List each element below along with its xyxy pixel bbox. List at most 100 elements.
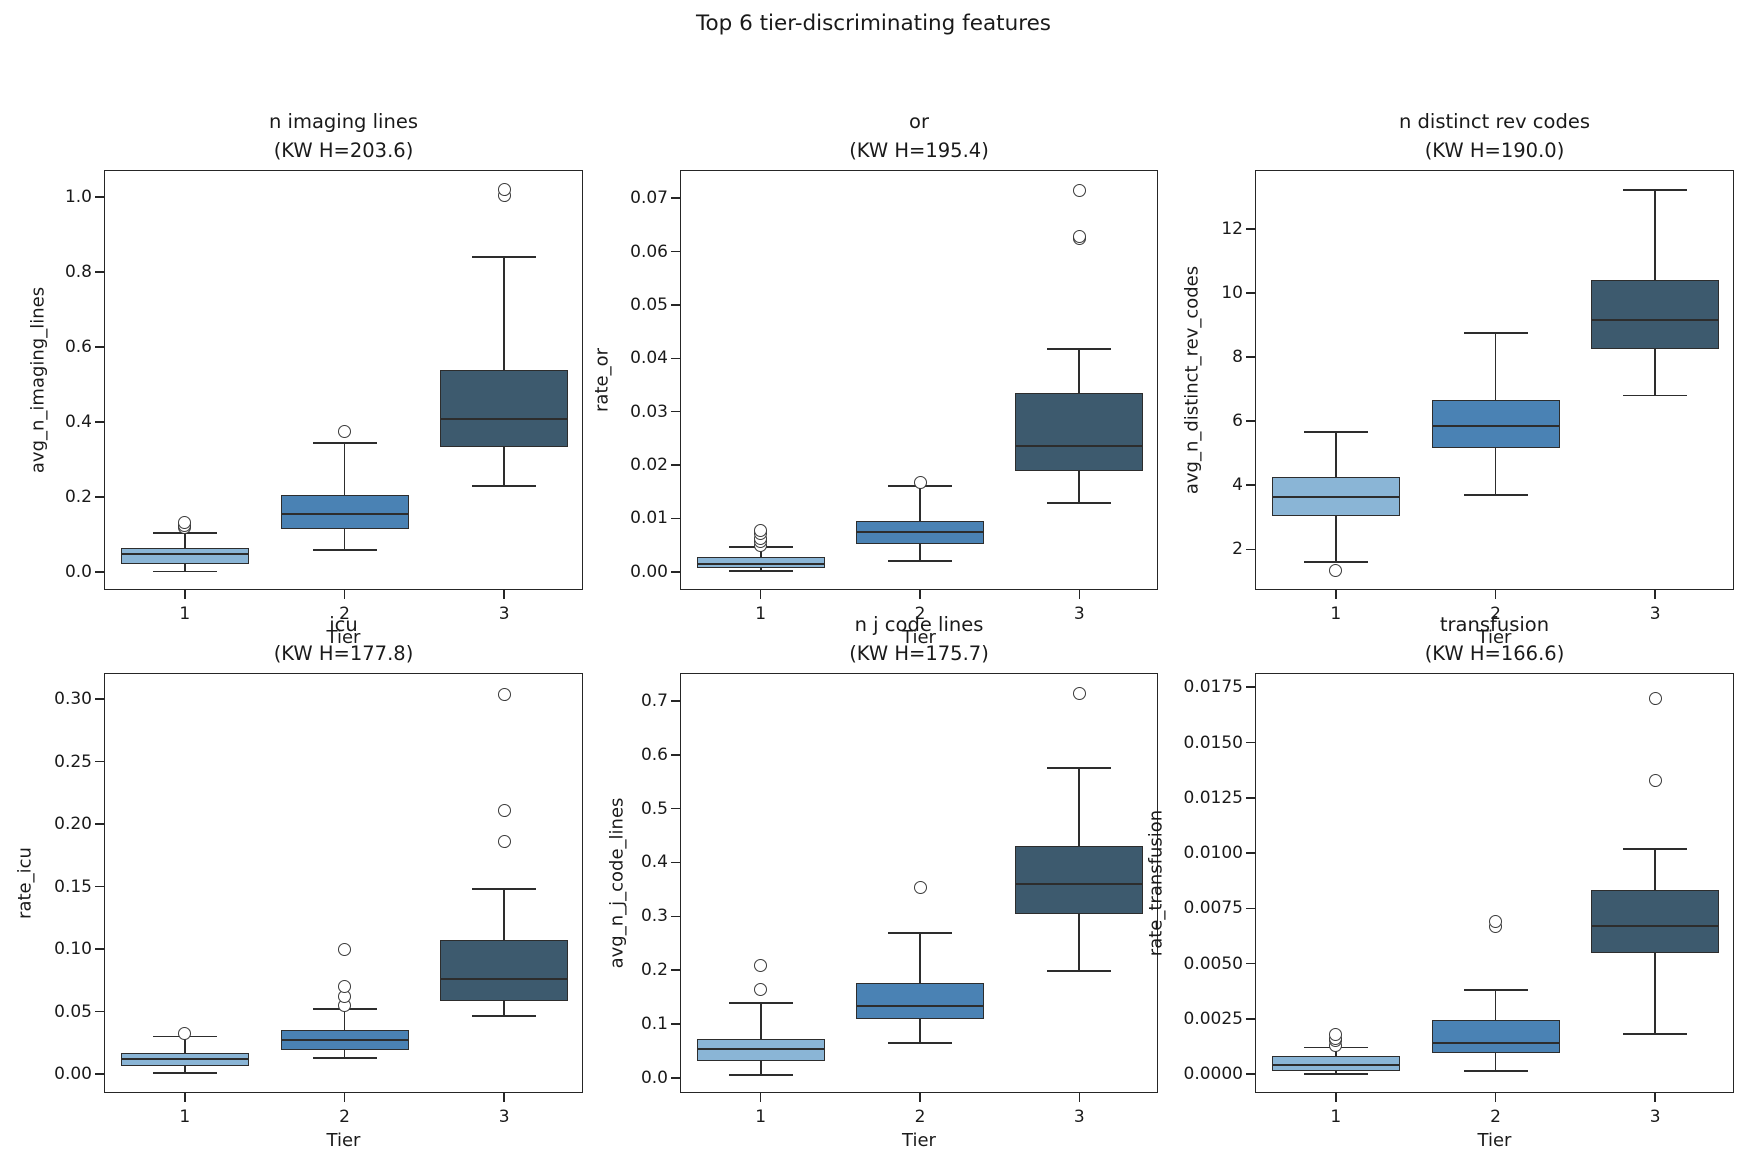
upper-whisker — [919, 933, 921, 984]
lower-whisker — [1654, 953, 1657, 1035]
y-tick-label: 0.03 — [630, 401, 668, 422]
x-tick-mark — [1494, 589, 1497, 599]
outlier-point — [1648, 773, 1662, 787]
lower-whisker — [1078, 470, 1081, 503]
y-tick-mark — [1245, 686, 1255, 689]
x-tick-label: 1 — [179, 604, 191, 624]
upper-whisker-cap — [472, 888, 537, 890]
median-line — [1591, 319, 1720, 322]
upper-whisker — [1494, 332, 1497, 401]
box — [1591, 889, 1720, 954]
y-tick-mark — [670, 861, 680, 864]
y-tick-mark — [94, 1010, 104, 1013]
x-tick-mark — [919, 1092, 921, 1102]
y-tick-label: 0.0150 — [1183, 732, 1243, 753]
lower-whisker — [183, 1065, 186, 1073]
y-tick-label: 0.04 — [630, 348, 668, 369]
y-tick-label: 0.02 — [630, 455, 668, 476]
x-tick-mark — [759, 1092, 762, 1102]
lower-whisker — [919, 544, 921, 562]
upper-whisker — [343, 1008, 346, 1031]
y-tick-label: 0.0100 — [1183, 843, 1243, 864]
y-tick-mark — [1245, 962, 1255, 965]
box — [1015, 393, 1144, 471]
x-tick-mark — [1654, 589, 1656, 599]
x-tick-label: 2 — [1490, 604, 1501, 624]
y-tick-label: 0.05 — [630, 294, 668, 315]
y-tick-label: 4 — [1232, 475, 1243, 496]
y-tick-mark — [670, 304, 680, 306]
outlier-point — [497, 803, 511, 817]
x-tick-label: 2 — [339, 604, 350, 624]
y-tick-label: 0.2 — [64, 487, 92, 508]
upper-whisker-cap — [728, 1002, 793, 1004]
median-line — [280, 513, 409, 516]
outlier-point — [1648, 691, 1662, 705]
y-tick-mark — [1245, 796, 1255, 799]
y-tick-label: 0.01 — [630, 508, 668, 529]
axes-panel: 0.0000 0.0025 0.0050 0.0075 0.0100 0.0125 0.01… — [1184, 673, 1734, 1127]
upper-whisker — [1078, 349, 1081, 393]
y-tick-mark — [670, 1023, 680, 1025]
subplot-title-line2: (KW H=190.0) — [1424, 139, 1565, 162]
subplot-title: or (KW H=195.4) — [680, 107, 1158, 165]
lower-whisker-cap — [312, 1056, 377, 1059]
upper-whisker — [759, 546, 762, 558]
outlier-point — [913, 475, 927, 489]
upper-whisker-cap — [312, 441, 377, 444]
x-tick-mark — [343, 589, 346, 599]
axes-panel: 0.0 0.2 0.4 0.6 0.8 1.0 1 2 3 — [65, 170, 583, 624]
y-tick-label: 0.0050 — [1183, 953, 1243, 974]
y-tick-mark — [94, 885, 104, 888]
x-axis-label: Tier — [1477, 1130, 1512, 1151]
y-tick-label: 0.05 — [54, 1001, 92, 1022]
median-line — [440, 978, 569, 981]
y-tick-label: 0.07 — [630, 188, 668, 209]
upper-whisker — [343, 442, 346, 495]
y-tick-mark — [670, 1077, 680, 1079]
y-tick-mark — [1245, 741, 1255, 744]
upper-whisker — [1334, 1047, 1337, 1057]
median-line — [1271, 1064, 1400, 1067]
x-tick-mark — [1335, 589, 1337, 599]
outlier-point — [1072, 687, 1086, 701]
x-tick-mark — [1654, 1092, 1656, 1102]
y-tick-mark — [94, 698, 104, 700]
x-tick-label: 3 — [498, 1107, 510, 1127]
subplot-title-line1: n distinct rev codes — [1398, 110, 1590, 133]
axes-panel: 0.0 0.1 0.2 0.3 0.4 0.5 0.6 0.7 1 2 3 — [641, 673, 1158, 1127]
median-line — [1591, 925, 1720, 927]
y-tick-mark — [670, 700, 680, 702]
lower-whisker — [1078, 914, 1081, 972]
lower-whisker-cap — [472, 485, 537, 487]
upper-whisker — [1654, 848, 1657, 890]
outlier-point — [497, 688, 511, 702]
y-tick-label: 2 — [1232, 539, 1243, 560]
subplot-title-line1: n j code lines — [854, 613, 984, 636]
y-tick-mark — [94, 196, 104, 199]
y-tick-mark — [1245, 292, 1255, 294]
y-tick-label: 0.0125 — [1183, 787, 1243, 808]
y-tick-label: 0.00 — [54, 1064, 92, 1084]
lower-whisker — [1334, 1070, 1337, 1075]
y-tick-mark — [670, 197, 680, 199]
outlier-point — [497, 183, 511, 197]
subplot-title-line1: icu — [329, 613, 358, 636]
outlier-point — [913, 881, 927, 895]
y-tick-mark — [94, 496, 104, 499]
x-tick-label: 2 — [914, 604, 926, 624]
y-tick-label: 0.06 — [630, 241, 668, 262]
subplot-title-line1: transfusion — [1439, 613, 1550, 636]
x-tick-label: 1 — [755, 604, 767, 624]
lower-whisker-cap — [888, 560, 952, 562]
x-axis-label: Tier — [902, 1130, 936, 1151]
y-tick-mark — [670, 807, 680, 810]
x-tick-label: 1 — [1330, 1107, 1342, 1127]
y-tick-mark — [670, 464, 680, 466]
y-axis-label: avg_n_imaging_lines — [27, 286, 49, 474]
lower-whisker-cap — [1303, 561, 1368, 564]
lower-whisker — [183, 564, 186, 572]
y-tick-mark — [1245, 852, 1255, 854]
x-tick-mark — [1494, 1092, 1497, 1102]
